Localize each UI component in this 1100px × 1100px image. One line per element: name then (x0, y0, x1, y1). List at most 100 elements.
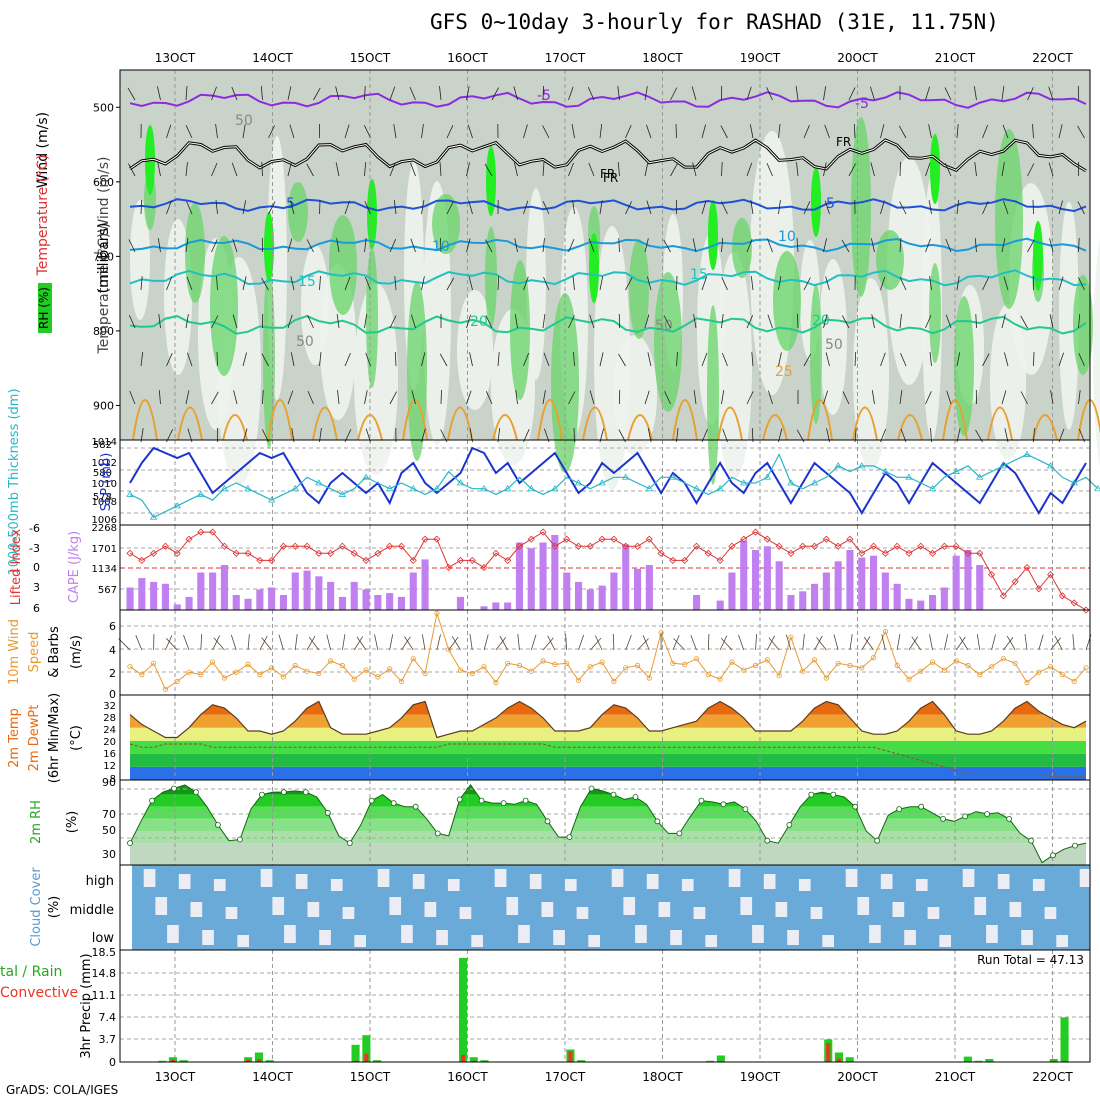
cloud-gap (997, 874, 1010, 889)
wind-speed-marker (186, 669, 192, 675)
wind-barb (335, 86, 340, 101)
rh-saturated-region (367, 179, 377, 249)
precip-tick-label: 3.7 (99, 1033, 117, 1046)
wind-barb (166, 124, 172, 139)
precip-tick-label: 11.1 (92, 989, 117, 1002)
wind-barb (165, 635, 173, 651)
wind-barb (1058, 352, 1064, 367)
wind-speed-marker (1059, 671, 1066, 678)
li-marker (1082, 606, 1090, 614)
li-line (129, 531, 1087, 611)
wind-speed-marker (1012, 660, 1018, 666)
cloud-gap (939, 935, 951, 947)
wind-barb (870, 162, 875, 177)
pressure-tick-label: 800 (93, 325, 114, 338)
thickness-marker (338, 490, 347, 497)
thickness-marker (1094, 484, 1100, 492)
wind-barb (336, 238, 340, 253)
li-marker (138, 556, 146, 564)
wind-barb (262, 389, 264, 405)
precip-convective-bar (364, 1053, 369, 1062)
temp-contour-25 (312, 406, 338, 441)
rh-moist-region (732, 218, 752, 278)
li-marker (787, 549, 795, 557)
rh-marker (1072, 842, 1078, 849)
thickness-marker (149, 513, 158, 520)
wind-barb (746, 162, 753, 177)
wind-barb (929, 352, 932, 367)
wind-speed-marker (1024, 679, 1030, 686)
wind-barb (644, 162, 649, 177)
cape-bar (350, 581, 358, 610)
rh-label-2: (%) (65, 811, 80, 834)
cloud-gap (810, 907, 823, 919)
rh-marker (566, 834, 573, 840)
wind-barb (768, 637, 780, 651)
wind-speed-marker (446, 647, 452, 653)
wind-barb (319, 275, 321, 291)
rh-marker (1028, 837, 1034, 844)
wind-barb (833, 634, 839, 651)
wind-speed-marker (859, 665, 865, 671)
wind-barb (959, 636, 969, 651)
wind-barb (231, 162, 238, 177)
rh-line (129, 784, 1087, 864)
li-marker (232, 549, 240, 557)
wind-barb (389, 391, 397, 405)
cloud-gap (237, 935, 249, 947)
cloud-gap (307, 902, 320, 917)
wind-barb (211, 239, 218, 253)
precip-convective-bar (461, 1054, 465, 1062)
wind-barb (899, 161, 901, 177)
wind-barb (421, 634, 426, 651)
wind-speed-marker (988, 664, 995, 670)
wind-barb (880, 352, 886, 367)
wind-barb (389, 239, 397, 253)
freezing-level-line-inner (129, 139, 1087, 172)
wind-barb (670, 163, 678, 177)
thickness-marker (952, 467, 960, 474)
wind-barb (542, 238, 545, 253)
rh-legend-swatch (38, 283, 52, 333)
contour-label: 5 (826, 196, 835, 212)
wind-barb (618, 237, 620, 253)
precip-tick-label: 14.8 (92, 967, 117, 980)
cloud-gap (354, 935, 366, 947)
wind-speed-marker (469, 670, 475, 677)
wind-barb (925, 238, 931, 253)
wind-barb (410, 162, 416, 177)
cape-tick-label: 567 (98, 585, 117, 596)
cloud-gap (623, 897, 636, 915)
wind-barb (982, 124, 989, 139)
cloud-label-1: Cloud Cover (29, 867, 44, 947)
wind-speed-marker (162, 686, 168, 692)
wind-speed-marker (1048, 664, 1054, 670)
wind-barb (1001, 238, 1006, 253)
wind-barb (290, 276, 295, 291)
wind-barb (871, 238, 875, 253)
temp-contour-25 (762, 414, 788, 441)
time-label-bottom: 20OCT (837, 1070, 878, 1084)
wind-speed-marker (540, 658, 546, 664)
rh-moist-region (773, 251, 801, 351)
precip-total-bar (985, 1059, 994, 1062)
rh-label: RH (%) (37, 287, 51, 329)
wind-barb (599, 352, 604, 367)
wind-barb (542, 637, 554, 651)
wind-barb (701, 200, 707, 215)
temp-contour-25 (852, 406, 878, 441)
slp-label: SLP (mb) (99, 453, 114, 512)
wind-barb (157, 238, 161, 253)
wind-barb (880, 200, 885, 215)
cape-bar (775, 561, 783, 610)
wind-speed-marker (139, 671, 145, 678)
wind-barb (261, 637, 272, 651)
wind-barb (497, 275, 500, 291)
pressure-tick-label: 500 (93, 101, 114, 114)
temp-contour-25 (942, 399, 968, 441)
cape-bar (279, 595, 287, 610)
footer-credit: GrADS: COLA/IGES (6, 1083, 119, 1097)
time-label-bottom: 16OCT (447, 1070, 488, 1084)
cape-tick-label: 1134 (92, 564, 117, 575)
cloud-gap (857, 897, 870, 915)
